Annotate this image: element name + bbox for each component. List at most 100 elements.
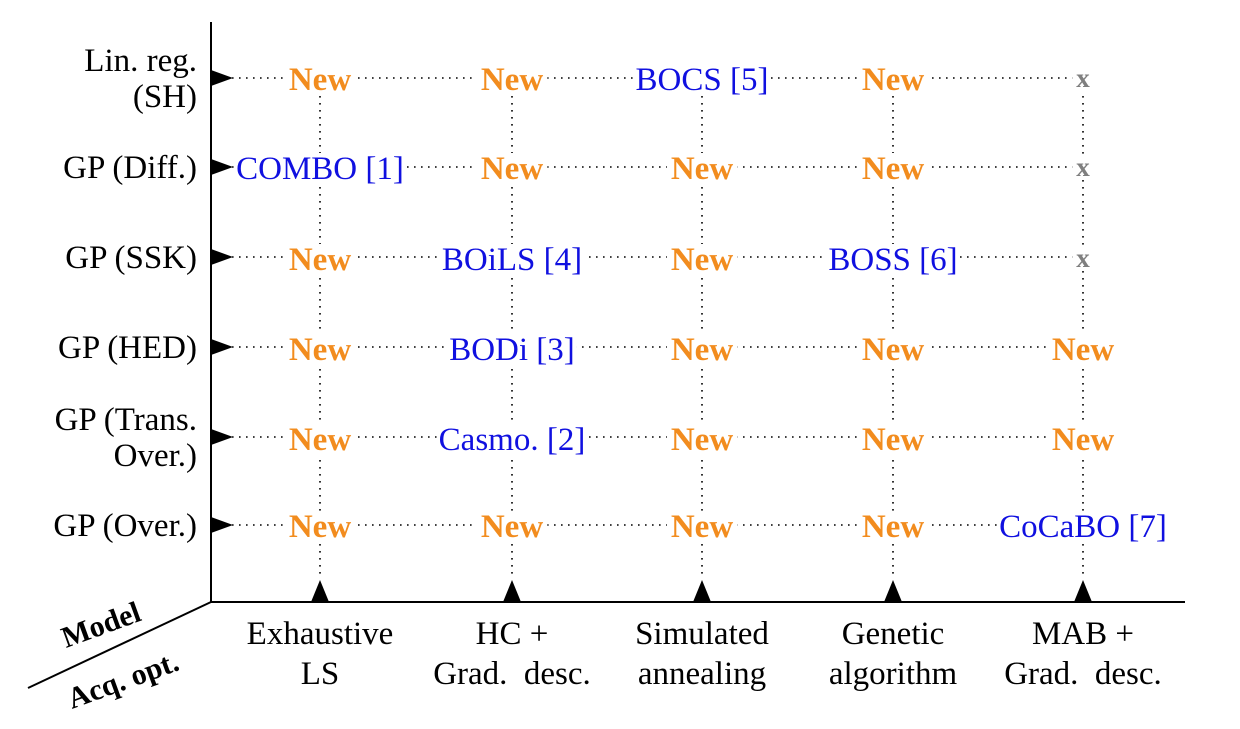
grid-cell: x [1072, 63, 1095, 93]
grid-cell: New [476, 62, 548, 98]
cell-background [284, 244, 356, 276]
new-combination-label: New [481, 151, 543, 187]
column-arrowhead [503, 580, 521, 602]
cell-background [633, 64, 771, 96]
cell-background [1072, 245, 1095, 271]
cell-background [857, 511, 929, 543]
existing-method-label: Casmo. [2] [439, 422, 586, 458]
grid-cell: New [284, 332, 356, 368]
new-combination-label: New [862, 422, 924, 458]
new-combination-label: New [862, 509, 924, 545]
column-arrowhead [693, 580, 711, 602]
cell-background [857, 153, 929, 185]
cell-background [666, 153, 738, 185]
existing-method-label: BOSS [6] [828, 242, 957, 278]
cell-background [1047, 334, 1119, 366]
cell-background [439, 244, 585, 276]
column-label: MAB + [1032, 616, 1134, 652]
not-applicable-mark: x [1076, 63, 1090, 93]
cell-background [666, 334, 738, 366]
existing-method-label: BOiLS [4] [442, 242, 582, 278]
grid-cell: BOiLS [4] [439, 242, 585, 278]
new-combination-label: New [671, 151, 733, 187]
grid-cell: New [666, 242, 738, 278]
column-arrowhead [884, 580, 902, 602]
grid-cell: Casmo. [2] [436, 422, 588, 458]
new-combination-label: New [289, 62, 351, 98]
grid-cell: x [1072, 152, 1095, 182]
grid-cell: COMBO [1] [234, 151, 406, 187]
grid-cell: New [284, 242, 356, 278]
column-label: Grad. desc. [1004, 656, 1162, 692]
cell-background [1072, 154, 1095, 180]
grid-cell: x [1072, 243, 1095, 273]
column-arrowhead [1074, 580, 1092, 602]
row-label: GP (HED) [58, 330, 197, 366]
cell-background [857, 334, 929, 366]
cell-background [997, 511, 1169, 543]
new-combination-label: New [1052, 332, 1114, 368]
column-label: Simulated [635, 616, 769, 652]
row-label: GP (Over.) [53, 508, 197, 544]
grid-cell: BOSS [6] [826, 242, 960, 278]
row-arrowhead [211, 517, 233, 533]
existing-method-label: BODi [3] [449, 332, 575, 368]
row-arrowhead [211, 70, 233, 86]
grid-cell: New [1047, 332, 1119, 368]
cell-background [857, 424, 929, 456]
cell-background [284, 334, 356, 366]
grid-cell: New [666, 509, 738, 545]
grid-cell: CoCaBO [7] [997, 509, 1169, 545]
column-arrowhead [311, 580, 329, 602]
column-label: Grad. desc. [433, 656, 591, 692]
column-label: Exhaustive [247, 616, 394, 652]
grid-cell: New [476, 509, 548, 545]
new-combination-label: New [671, 332, 733, 368]
new-combination-label: New [671, 509, 733, 545]
column-labels: Exhaustive LS HC + Grad. desc. Simulated anne… [247, 616, 1162, 692]
grid-cell: New [284, 509, 356, 545]
cell-background [447, 334, 577, 366]
grid-cell: New [284, 422, 356, 458]
column-label: annealing [638, 656, 766, 692]
new-combination-label: New [289, 332, 351, 368]
new-combination-label: New [671, 422, 733, 458]
row-label: GP (Trans. [55, 402, 197, 438]
column-label: HC + [476, 616, 549, 652]
not-applicable-mark: x [1076, 243, 1090, 273]
row-arrowhead [211, 159, 233, 175]
existing-method-label: CoCaBO [7] [999, 509, 1167, 545]
cell-background [476, 64, 548, 96]
cell-background [666, 424, 738, 456]
existing-method-label: BOCS [5] [636, 62, 769, 98]
grid-cell: New [857, 509, 929, 545]
new-combination-label: New [289, 422, 351, 458]
new-combination-label: New [862, 62, 924, 98]
new-combination-label: New [481, 509, 543, 545]
new-combination-label: New [671, 242, 733, 278]
new-combination-label: New [1052, 422, 1114, 458]
new-combination-label: New [289, 509, 351, 545]
cell-background [436, 424, 588, 456]
new-combination-label: New [862, 151, 924, 187]
grid-cell: New [857, 151, 929, 187]
row-label: Over.) [114, 438, 197, 474]
new-combination-label: New [481, 62, 543, 98]
row-label: GP (SSK) [65, 240, 197, 276]
cell-background [666, 244, 738, 276]
cell-background [826, 244, 960, 276]
cell-background [234, 153, 406, 185]
new-combination-label: New [289, 242, 351, 278]
axes [27, 22, 1185, 689]
row-arrowhead [211, 339, 233, 355]
grid-cell: New [284, 62, 356, 98]
not-applicable-mark: x [1076, 152, 1090, 182]
cell-background [284, 424, 356, 456]
row-label: (SH) [133, 79, 197, 115]
column-label: LS [301, 656, 340, 692]
row-labels: Lin. reg.(SH) GP (Diff.) GP (SSK) GP (HED) G… [53, 43, 197, 544]
corner-model-label: Model [57, 596, 145, 655]
cell-background [284, 64, 356, 96]
grid-cell: BODi [3] [447, 332, 577, 368]
